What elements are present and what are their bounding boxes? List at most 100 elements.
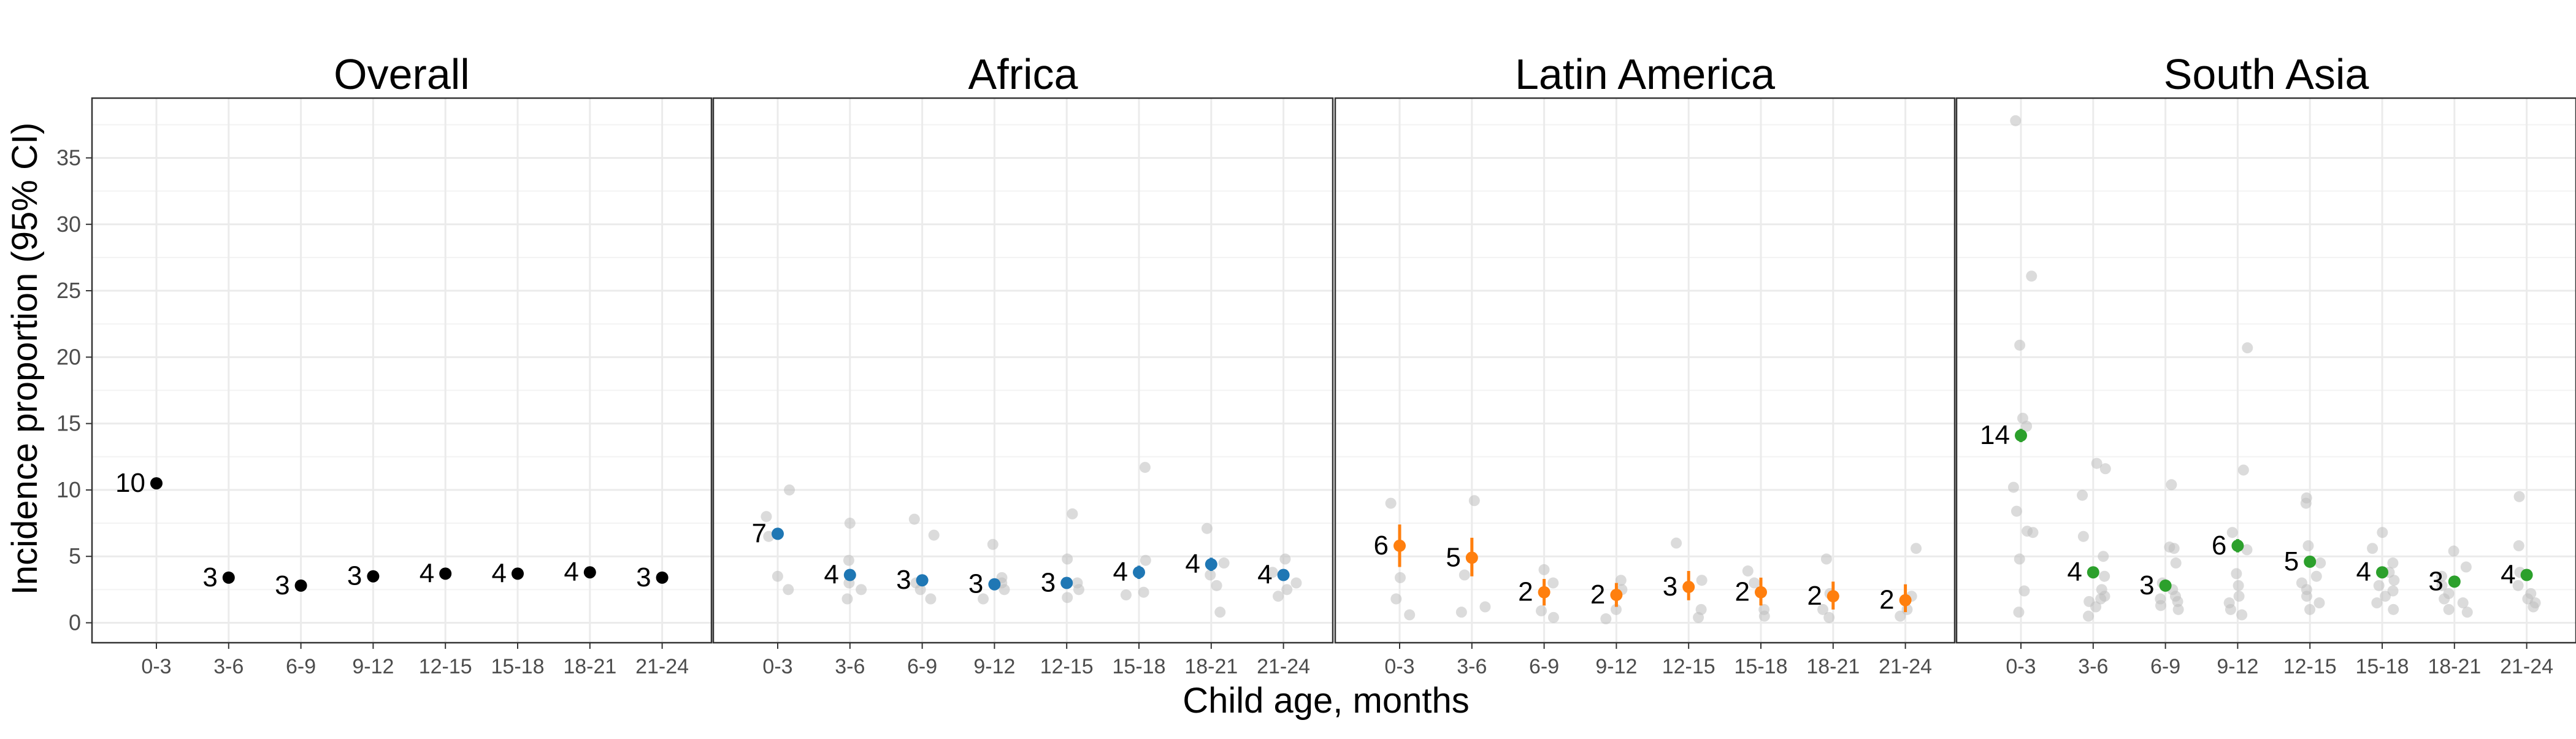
cohort-point (2304, 603, 2316, 615)
x-tick-label: 15-18 (491, 655, 545, 678)
panel-background (1957, 98, 2576, 643)
cohort-point (1138, 586, 1149, 598)
estimate-point (772, 527, 784, 540)
x-tick-label: 21-24 (2500, 655, 2553, 678)
cohort-point (1062, 592, 1073, 603)
estimate-label: 3 (636, 562, 651, 592)
x-tick-label: 15-18 (1113, 655, 1166, 678)
cohort-point (784, 484, 795, 496)
cohort-point (1455, 607, 1467, 618)
cohort-point (1404, 609, 1416, 621)
estimate-point (222, 571, 235, 584)
estimate-label: 3 (896, 565, 911, 595)
panel-background (713, 98, 1333, 643)
cohort-point (2099, 570, 2110, 582)
estimate-label: 2 (1807, 581, 1822, 611)
cohort-point (2448, 545, 2459, 557)
estimate-label: 4 (1113, 557, 1128, 587)
cohort-point (1693, 611, 1704, 623)
cohort-point (1817, 603, 1829, 615)
estimate-point (1465, 551, 1478, 564)
cohort-point (841, 593, 853, 605)
cohort-point (2313, 597, 2325, 609)
x-tick-label: 15-18 (1735, 655, 1788, 678)
cohort-point (1547, 577, 1559, 589)
estimate-label: 2 (1590, 580, 1605, 610)
cohort-point (1742, 565, 1754, 577)
cohort-point (2436, 580, 2448, 591)
cohort-point (2388, 603, 2399, 615)
cohort-point (1536, 605, 1547, 617)
estimate-label: 4 (2067, 557, 2082, 587)
estimate-label: 7 (752, 518, 767, 548)
estimate-label: 4 (1257, 560, 1272, 590)
x-tick-label: 18-21 (1806, 655, 1860, 678)
y-tick-label: 25 (56, 278, 81, 303)
cohort-point (2310, 570, 2322, 582)
cohort-point (783, 584, 794, 595)
estimate-label: 3 (275, 570, 289, 600)
estimate-point (916, 574, 929, 587)
cohort-point (1468, 495, 1480, 507)
x-tick-label: 18-21 (563, 655, 616, 678)
estimate-label: 6 (1374, 530, 1389, 561)
cohort-point (2170, 557, 2182, 569)
estimate-point (439, 567, 452, 580)
cohort-point (2013, 607, 2025, 618)
estimate-point (2087, 566, 2099, 579)
x-tick-label: 18-21 (2428, 655, 2481, 678)
panel-border (91, 97, 713, 644)
cohort-point (2233, 591, 2245, 602)
cohort-point (1214, 607, 1226, 618)
x-tick-label: 6-9 (286, 655, 316, 678)
x-tick-label: 0-3 (1384, 655, 1414, 678)
cohort-point (1390, 593, 1402, 605)
cohort-point (2083, 610, 2095, 622)
cohort-point (2302, 540, 2314, 551)
cohort-point (2166, 479, 2177, 491)
estimate-point (2376, 566, 2388, 579)
cohort-point (2026, 270, 2037, 282)
cohort-point (908, 513, 920, 525)
cohort-point (2300, 497, 2312, 509)
x-tick-label: 21-24 (1879, 655, 1932, 678)
estimate-point (1538, 586, 1551, 599)
estimate-point (656, 571, 669, 584)
cohort-point (2387, 585, 2399, 597)
cohort-point (2512, 580, 2524, 591)
cohort-point (1394, 572, 1406, 583)
cohort-point (1279, 553, 1291, 565)
estimate-point (150, 477, 163, 490)
panel-border (1955, 97, 2576, 644)
estimate-label: 3 (202, 562, 217, 592)
cohort-point (2236, 609, 2248, 621)
cohort-point (2225, 603, 2236, 615)
panel-title: Africa (968, 50, 1078, 98)
cohort-point (761, 511, 772, 523)
estimate-label: 2 (1518, 577, 1533, 607)
estimate-label: 4 (2356, 557, 2371, 587)
cohort-point (2380, 591, 2391, 602)
panel-title: Overall (334, 50, 470, 98)
cohort-point (2367, 543, 2379, 554)
cohort-point (1538, 564, 1550, 575)
cohort-point (2233, 580, 2244, 591)
cohort-point (2021, 420, 2033, 432)
cohort-point (2027, 527, 2039, 538)
cohort-point (1600, 613, 1612, 625)
x-tick-label: 21-24 (635, 655, 689, 678)
estimate-point (2448, 575, 2461, 588)
cohort-point (1139, 462, 1151, 473)
estimate-point (1755, 586, 1767, 599)
cohort-point (2014, 553, 2025, 565)
y-axis-title: Incidence proportion (95% CI) (5, 123, 45, 595)
cohort-point (1273, 591, 1284, 602)
estimate-label: 3 (347, 561, 362, 591)
estimate-label: 4 (824, 560, 838, 590)
cohort-point (2237, 464, 2249, 476)
cohort-point (1671, 537, 1682, 549)
cohort-point (2099, 463, 2111, 475)
x-tick-label: 12-15 (2283, 655, 2337, 678)
estimate-point (1393, 539, 1406, 552)
estimate-label: 3 (1041, 568, 1056, 598)
